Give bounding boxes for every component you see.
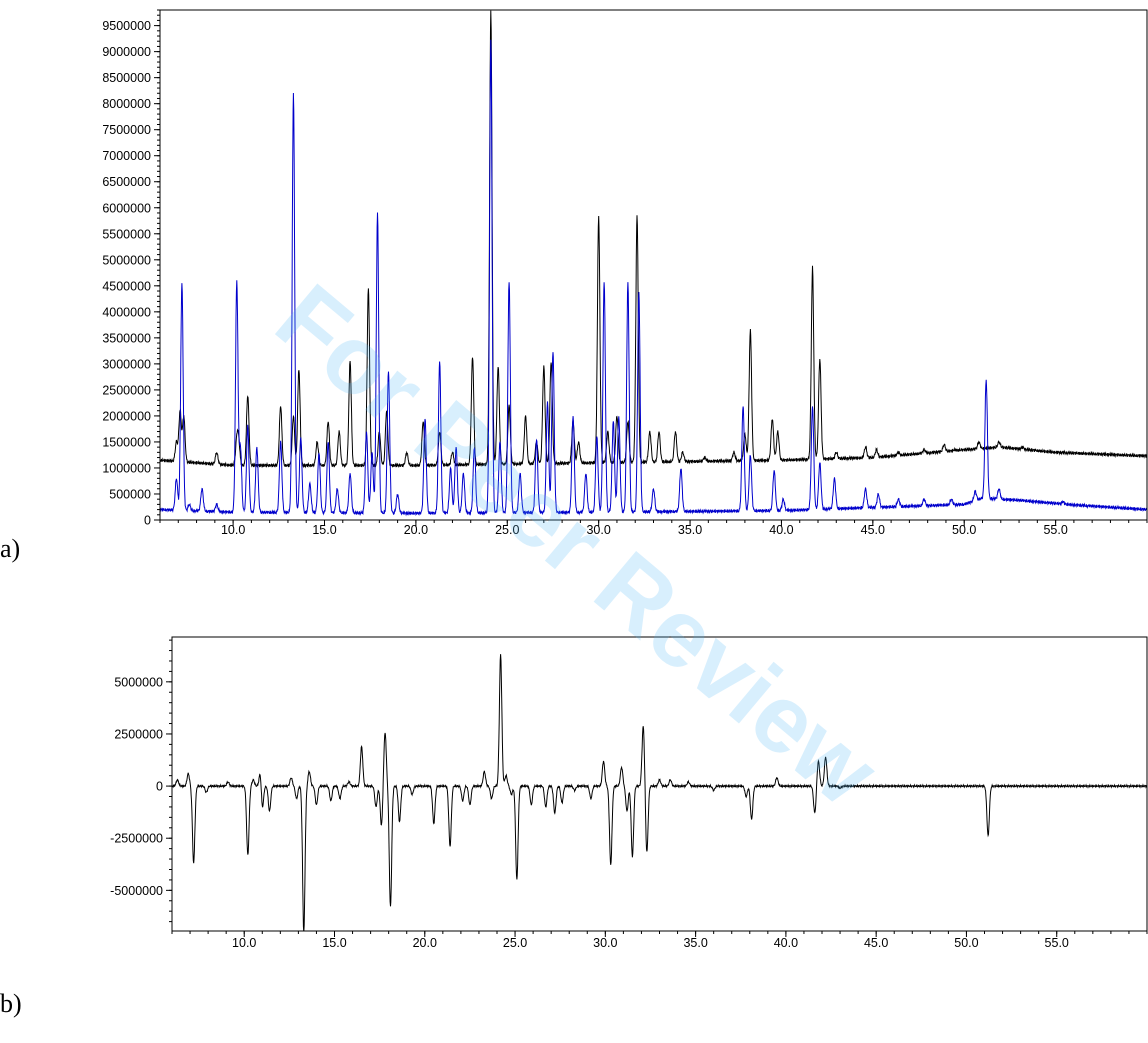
y-tick-label: 1000000 xyxy=(102,461,151,475)
y-tick-label: 8000000 xyxy=(102,97,151,111)
y-tick-label: 0 xyxy=(144,514,151,528)
x-tick-label: 55.0 xyxy=(1043,523,1067,537)
y-tick-label: 1500000 xyxy=(102,435,151,449)
y-tick-label: 3500000 xyxy=(102,331,151,345)
y-tick-label: 5000000 xyxy=(114,675,163,689)
y-tick-label: 6000000 xyxy=(102,201,151,215)
y-tick-label: 9500000 xyxy=(102,19,151,33)
x-tick-label: 35.0 xyxy=(678,523,702,537)
x-tick-label: 15.0 xyxy=(312,523,336,537)
panel-label-a: a) xyxy=(0,534,20,563)
y-tick-label: 9000000 xyxy=(102,45,151,59)
x-tick-label: 45.0 xyxy=(861,523,885,537)
y-tick-label: 2500000 xyxy=(102,383,151,397)
x-tick-label: 40.0 xyxy=(774,936,798,950)
x-tick-label: 50.0 xyxy=(954,936,978,950)
y-tick-label: 4000000 xyxy=(102,305,151,319)
watermark-text: For Peer Review xyxy=(257,264,898,826)
x-tick-label: 30.0 xyxy=(586,523,610,537)
x-tick-label: 30.0 xyxy=(593,936,617,950)
y-tick-label: 7500000 xyxy=(102,123,151,137)
y-tick-label: 3000000 xyxy=(102,357,151,371)
x-tick-label: 20.0 xyxy=(404,523,428,537)
series-line-1 xyxy=(172,654,1147,931)
x-tick-label: 50.0 xyxy=(952,523,976,537)
x-tick-label: 10.0 xyxy=(221,523,245,537)
y-tick-label: 500000 xyxy=(109,487,151,501)
chart-a-xrd-patterns: 0 500000 1000000 1500000 2000000 2500000 30000… xyxy=(102,9,1148,537)
series-line-1 xyxy=(160,10,1147,469)
x-tick-label: 25.0 xyxy=(503,936,527,950)
y-tick-label: 5500000 xyxy=(102,227,151,241)
y-tick-label: 2000000 xyxy=(102,409,151,423)
y-tick-label: 5000000 xyxy=(102,253,151,267)
y-tick-label: -5000000 xyxy=(110,884,163,898)
y-tick-label: -2500000 xyxy=(110,832,163,846)
x-tick-label: 45.0 xyxy=(864,936,888,950)
y-tick-label: 2500000 xyxy=(114,727,163,741)
plot-frame xyxy=(159,9,1148,521)
x-tick-label: 40.0 xyxy=(769,523,793,537)
x-tick-label: 15.0 xyxy=(322,936,346,950)
y-tick-label: 7000000 xyxy=(102,149,151,163)
x-tick-label: 25.0 xyxy=(495,523,519,537)
panel-label-b: b) xyxy=(0,989,22,1018)
chart-b-difference-pattern: -5000000 -2500000 0 2500000 5000000 10.0 15.0 2… xyxy=(110,636,1148,950)
y-tick-label: 6500000 xyxy=(102,175,151,189)
x-tick-label: 55.0 xyxy=(1045,936,1069,950)
x-tick-label: 35.0 xyxy=(683,936,707,950)
series-line-2 xyxy=(160,39,1147,517)
y-tick-label: 8500000 xyxy=(102,71,151,85)
x-tick-label: 10.0 xyxy=(232,936,256,950)
x-tick-label: 20.0 xyxy=(413,936,437,950)
y-tick-label: 4500000 xyxy=(102,279,151,293)
y-tick-label: 0 xyxy=(156,780,163,794)
